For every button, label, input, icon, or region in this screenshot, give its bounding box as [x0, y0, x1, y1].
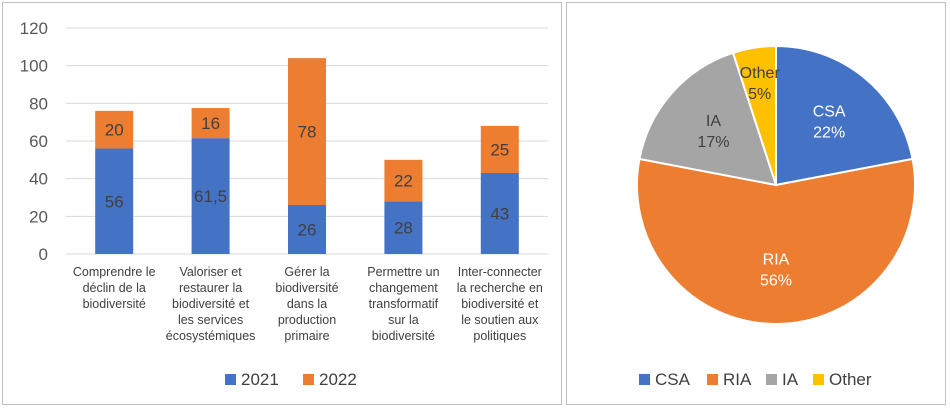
pie-label-name: IA: [706, 113, 721, 130]
bar-chart-panel: 0 20 40 60 80 100 120 56 20 Comprendre le déclin d…: [2, 2, 562, 405]
legend-label: CSA: [655, 370, 691, 389]
category-label: biodiversité et: [461, 297, 539, 311]
data-label: 28: [394, 219, 413, 238]
bar-2021-4: [384, 201, 423, 254]
bar-2022-5: [480, 125, 519, 174]
category-label: Valoriser et: [179, 265, 242, 279]
legend-swatch-csa: [639, 374, 650, 385]
legend-label: RIA: [723, 370, 752, 389]
data-label: 56: [105, 192, 124, 211]
legend-label: 2022: [319, 370, 357, 389]
pie-slice-csa: [775, 44, 914, 187]
legend-swatch-2021: [225, 374, 236, 385]
category-label: biodiversité: [275, 281, 338, 295]
data-label: 16: [201, 114, 220, 133]
y-tick-label: 80: [29, 94, 48, 113]
pie-chart-panel: CSA 22% RIA 56% IA 17% Other 5% CSA RIA IA Other: [566, 2, 946, 405]
category-label: le soutien aux: [461, 313, 539, 327]
category-label: transformatif: [369, 297, 439, 311]
category-label: sur la: [388, 313, 419, 327]
category-label: dans la: [287, 297, 327, 311]
bar-2022-3: [288, 58, 326, 206]
pie-label-name: CSA: [813, 104, 846, 121]
y-tick-label: 20: [29, 207, 48, 226]
y-tick-label: 100: [20, 57, 48, 76]
category-label: Gérer la: [284, 265, 329, 279]
bar-2022-1: [95, 110, 134, 149]
pie-label-name: RIA: [763, 251, 790, 268]
y-tick-label: 0: [39, 245, 48, 264]
data-label: 25: [490, 140, 509, 159]
pie-chart: CSA 22% RIA 56% IA 17% Other 5% CSA RIA IA Other: [636, 44, 916, 389]
category-label: changement: [369, 281, 438, 295]
category-label: la recherche en: [457, 281, 543, 295]
category-label: primaire: [284, 329, 329, 343]
data-label: 61,5: [194, 187, 227, 206]
pie-slice-ria: [636, 157, 916, 325]
category-label: déclin de la: [83, 281, 146, 295]
legend-swatch-ria: [707, 374, 718, 385]
bar-2021-5: [480, 173, 519, 254]
data-label: 43: [490, 205, 509, 224]
pie-label-value: 17%: [697, 134, 729, 151]
bar-chart: 0 20 40 60 80 100 120 56 20 Comprendre le déclin d…: [20, 19, 548, 389]
category-label: biodiversité et: [172, 297, 250, 311]
bar-2021-2: [191, 138, 230, 254]
category-label: Permettre un: [367, 265, 439, 279]
legend-swatch-other: [813, 374, 824, 385]
category-label: biodiversité: [83, 297, 146, 311]
legend-label: 2021: [241, 370, 279, 389]
bar-2022-2: [191, 108, 230, 139]
pie-label-value: 22%: [813, 125, 845, 142]
pie-label-value: 5%: [748, 86, 771, 103]
legend-swatch-2022: [303, 374, 314, 385]
legend-swatch-ia: [766, 374, 777, 385]
pie-label-value: 56%: [760, 272, 792, 289]
bar-2022-4: [384, 159, 423, 202]
data-label: 78: [298, 123, 317, 142]
category-label: les services: [178, 313, 243, 327]
data-label: 22: [394, 172, 413, 191]
legend-label: IA: [782, 370, 799, 389]
data-label: 20: [105, 121, 124, 140]
legend-label: Other: [829, 370, 872, 389]
y-tick-label: 60: [29, 132, 48, 151]
category-label: écosystémiques: [166, 329, 256, 343]
data-label: 26: [298, 221, 317, 240]
category-label: politiques: [473, 329, 526, 343]
pie-slice-ia: [638, 51, 778, 187]
bar-2021-1: [95, 148, 134, 254]
pie-slice-other: [731, 44, 777, 186]
y-tick-label: 40: [29, 170, 48, 189]
category-label: Inter-connecter: [458, 265, 542, 279]
pie-label-name: Other: [740, 65, 781, 82]
category-label: restaurer la: [179, 281, 242, 295]
category-label: production: [278, 313, 336, 327]
y-tick-label: 120: [20, 19, 48, 38]
bar-2021-3: [288, 205, 326, 254]
category-label: Comprendre le: [73, 265, 156, 279]
category-label: biodiversité: [372, 329, 435, 343]
